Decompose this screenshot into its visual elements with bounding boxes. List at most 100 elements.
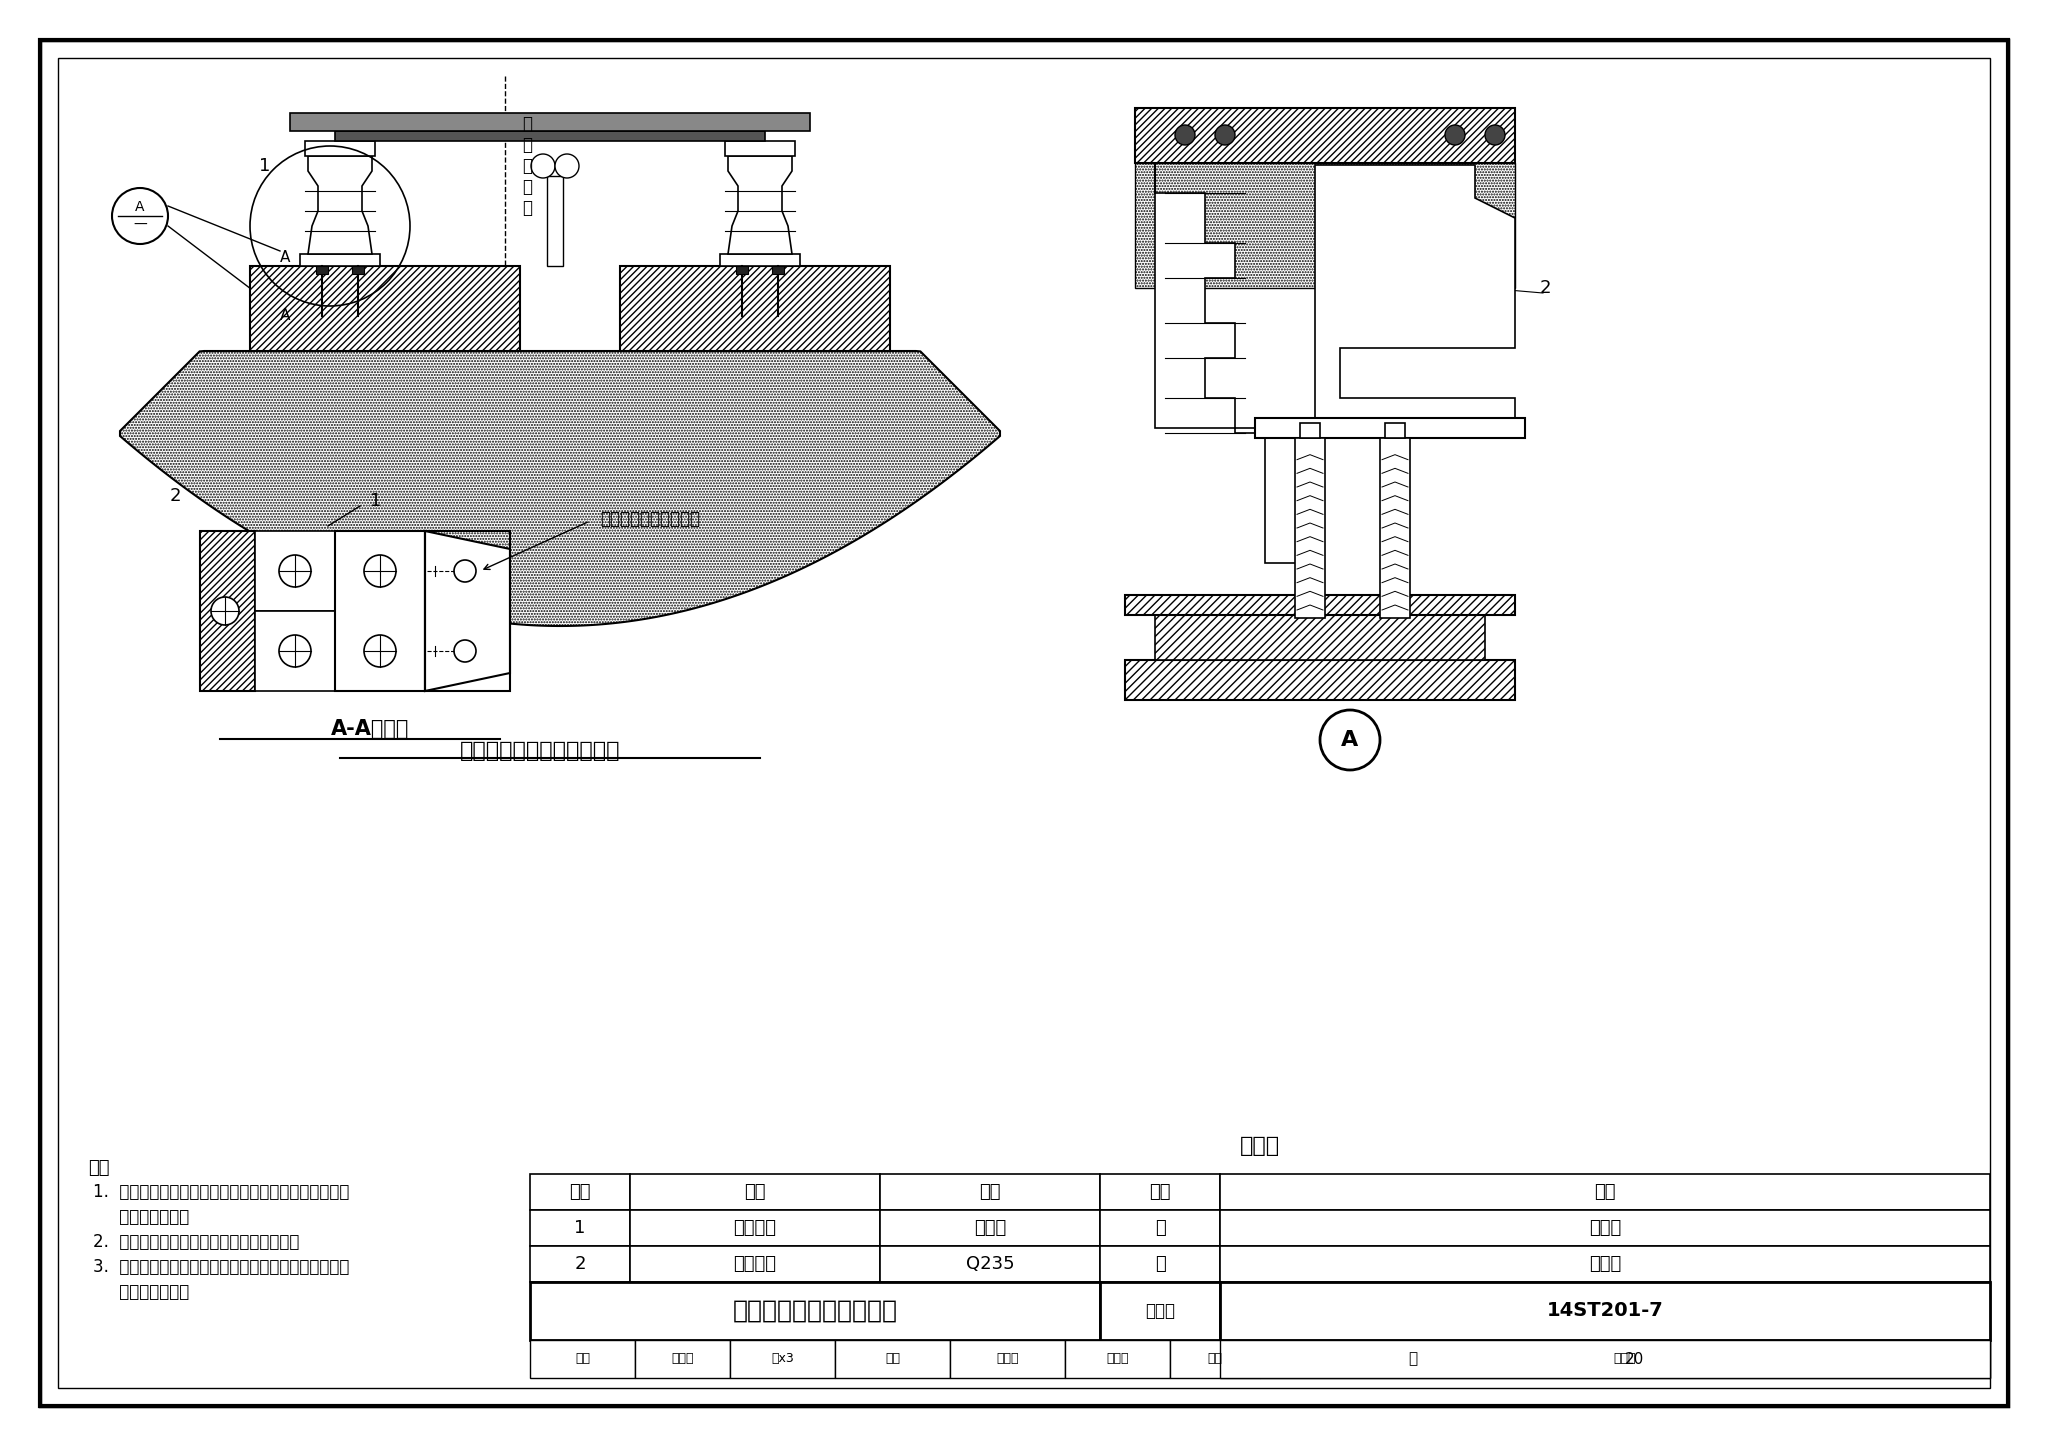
Bar xyxy=(1221,1246,1991,1283)
Text: 3.  螺纹道钉在绝缘支撑调节孔内居中安装，调节范围应: 3. 螺纹道钉在绝缘支撑调节孔内居中安装，调节范围应 xyxy=(92,1258,350,1275)
Bar xyxy=(201,531,256,691)
Text: 2: 2 xyxy=(170,487,180,505)
Bar xyxy=(299,254,381,266)
Text: 设计: 设计 xyxy=(1208,1352,1223,1365)
Circle shape xyxy=(1321,710,1380,771)
Bar xyxy=(881,1246,1100,1283)
Text: 材料表: 材料表 xyxy=(1239,1137,1280,1155)
Bar xyxy=(1065,1340,1169,1378)
Bar xyxy=(1255,418,1526,438)
Polygon shape xyxy=(426,531,510,691)
Text: 注：: 注： xyxy=(88,1160,109,1177)
Text: 1: 1 xyxy=(371,492,381,510)
Bar xyxy=(1221,1340,1991,1378)
Text: 套: 套 xyxy=(1155,1219,1165,1236)
Text: 单位: 单位 xyxy=(1149,1183,1171,1202)
Text: A-A剖面图: A-A剖面图 xyxy=(332,719,410,739)
Text: 蔡志刚: 蔡志刚 xyxy=(995,1352,1018,1365)
Bar xyxy=(256,612,336,691)
Bar xyxy=(305,142,375,156)
Circle shape xyxy=(1176,124,1194,145)
Bar xyxy=(291,113,811,132)
Bar xyxy=(352,266,365,273)
Circle shape xyxy=(555,155,580,178)
Bar xyxy=(950,1340,1065,1378)
Bar xyxy=(1155,615,1485,659)
Bar xyxy=(1221,1174,1991,1210)
Text: 材料: 材料 xyxy=(979,1183,1001,1202)
Bar xyxy=(621,266,891,351)
Text: 图集号: 图集号 xyxy=(1145,1301,1176,1320)
Text: 蔡志刚: 蔡志刚 xyxy=(1106,1352,1128,1365)
Text: 绝缘支撑: 绝缘支撑 xyxy=(733,1219,776,1236)
Bar xyxy=(256,531,336,612)
Text: 螺纹道钉: 螺纹道钉 xyxy=(733,1255,776,1272)
Circle shape xyxy=(365,635,395,667)
Bar xyxy=(426,531,510,691)
Text: Q235: Q235 xyxy=(967,1255,1014,1272)
Bar xyxy=(772,266,784,273)
Bar xyxy=(881,1210,1100,1246)
Text: 线
路
中
心
线: 线 路 中 心 线 xyxy=(522,116,532,217)
Text: 序号: 序号 xyxy=(569,1183,590,1202)
Text: 2: 2 xyxy=(1540,279,1550,296)
Circle shape xyxy=(211,597,240,625)
Bar xyxy=(1221,1283,1991,1340)
Text: 玻璃钢: 玻璃钢 xyxy=(975,1219,1006,1236)
Bar xyxy=(1221,1210,1991,1246)
Polygon shape xyxy=(1315,165,1516,428)
Bar xyxy=(1380,438,1409,617)
Text: —: — xyxy=(133,218,147,231)
Bar xyxy=(336,132,766,142)
Bar xyxy=(530,1174,631,1210)
Polygon shape xyxy=(307,156,373,254)
Text: 葛义飞: 葛义飞 xyxy=(672,1352,694,1365)
Text: 1.  根据接触轨安装工艺要求进行接触轨绝缘支撑的安装: 1. 根据接触轨安装工艺要求进行接触轨绝缘支撑的安装 xyxy=(92,1183,350,1202)
Polygon shape xyxy=(1155,163,1315,562)
Bar xyxy=(725,142,795,156)
Bar xyxy=(735,266,748,273)
Bar xyxy=(721,254,801,266)
Text: 校对: 校对 xyxy=(885,1352,899,1365)
Polygon shape xyxy=(121,351,999,626)
Bar xyxy=(1100,1210,1221,1246)
Bar xyxy=(1100,1174,1221,1210)
Text: A: A xyxy=(281,308,291,324)
Text: A: A xyxy=(135,200,145,214)
Text: 名称: 名称 xyxy=(743,1183,766,1202)
Circle shape xyxy=(1485,124,1505,145)
Bar xyxy=(1384,424,1405,438)
Circle shape xyxy=(279,555,311,587)
Circle shape xyxy=(455,560,475,581)
Bar xyxy=(1124,594,1516,615)
Circle shape xyxy=(530,155,555,178)
Bar xyxy=(547,176,563,266)
Bar xyxy=(729,1340,836,1378)
Bar xyxy=(631,1174,881,1210)
Bar xyxy=(250,266,520,351)
Circle shape xyxy=(1446,124,1464,145)
Text: 14ST201-7: 14ST201-7 xyxy=(1546,1301,1663,1320)
Text: 孙欢欢: 孙欢欢 xyxy=(1614,1352,1636,1365)
Polygon shape xyxy=(727,156,793,254)
Bar xyxy=(1294,438,1325,617)
Circle shape xyxy=(1214,124,1235,145)
Bar xyxy=(1169,1340,1260,1378)
Bar xyxy=(631,1246,881,1283)
Bar xyxy=(635,1340,729,1378)
Text: 上接触式绝缘支撑正立面图: 上接触式绝缘支撑正立面图 xyxy=(459,740,621,761)
Bar xyxy=(881,1174,1100,1210)
Text: 上接触式绝缘支撑安装图: 上接触式绝缘支撑安装图 xyxy=(733,1299,897,1323)
Text: 高x3: 高x3 xyxy=(772,1352,795,1365)
Bar xyxy=(530,1210,631,1246)
Text: 位置复核测量。: 位置复核测量。 xyxy=(92,1207,188,1226)
Bar xyxy=(315,266,328,273)
Text: 1: 1 xyxy=(260,158,270,175)
Bar xyxy=(1300,424,1321,438)
Bar xyxy=(836,1340,950,1378)
Bar xyxy=(530,1283,1100,1340)
Text: 2.  采用螺纹道钉将绝缘支撑固定于轨枕上。: 2. 采用螺纹道钉将绝缘支撑固定于轨枕上。 xyxy=(92,1233,299,1251)
Bar xyxy=(530,1246,631,1283)
Bar xyxy=(336,531,426,691)
Text: 轨道专业预留尼龙套管: 轨道专业预留尼龙套管 xyxy=(600,510,700,528)
